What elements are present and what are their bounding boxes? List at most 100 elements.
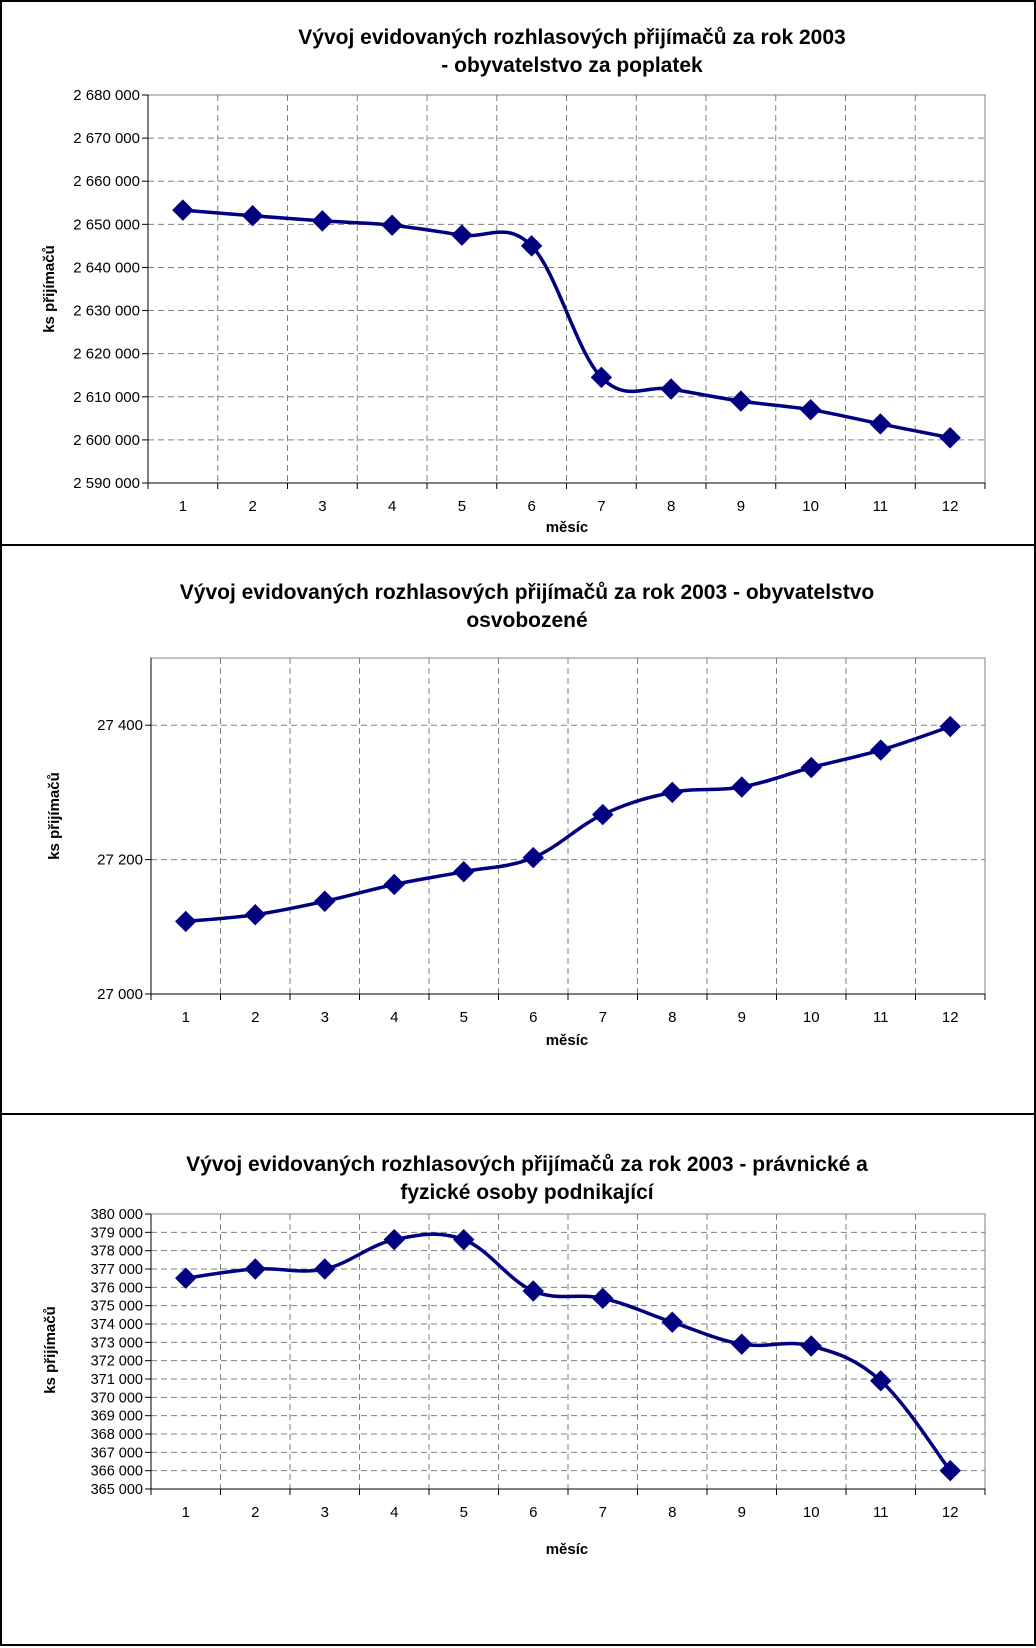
x-tick-label: 4 — [388, 498, 396, 515]
x-tick-label: 11 — [873, 498, 889, 515]
y-tick-label: 380 000 — [91, 1207, 143, 1223]
y-tick-labels: 380 000 379 000 378 000 377 000 376 000 375 0… — [91, 1207, 143, 1498]
y-tick-label: 377 000 — [91, 1262, 143, 1278]
data-point-marker — [451, 224, 473, 246]
series-markers — [175, 1228, 961, 1482]
data-point-marker — [800, 1335, 822, 1357]
data-point-marker — [939, 715, 961, 738]
y-tick-label: 2 660 000 — [73, 173, 140, 190]
x-tick-label: 9 — [738, 1504, 746, 1521]
data-point-marker — [520, 235, 543, 257]
chart-panel-3: Vývoj evidovaných rozhlasových přijímačů… — [0, 1113, 1036, 1646]
y-tick-labels: 27 400 27 200 27 000 — [97, 717, 143, 1003]
y-tick-label: 2 640 000 — [73, 259, 140, 276]
series-markers — [175, 715, 961, 933]
y-tick-label: 368 000 — [91, 1427, 143, 1443]
y-tick-label: 365 000 — [91, 1482, 143, 1498]
x-tick-label: 12 — [942, 1504, 959, 1521]
chart-2-svg: Vývoj evidovaných rozhlasových přijímačů… — [46, 581, 986, 1049]
x-tick-label: 1 — [179, 498, 187, 515]
y-tick-label: 369 000 — [91, 1409, 143, 1425]
y-tick-label: 374 000 — [91, 1317, 143, 1333]
data-point-marker — [383, 1228, 405, 1251]
y-tick-label: 371 000 — [91, 1372, 143, 1388]
data-point-marker — [522, 846, 544, 869]
x-tick-label: 11 — [873, 1504, 889, 1521]
y-tick-label: 2 670 000 — [73, 130, 140, 147]
y-tick-label: 2 600 000 — [73, 432, 140, 449]
x-axis-title: měsíc — [546, 1541, 589, 1558]
chart-title-line-1: Vývoj evidovaných rozhlasových přijímačů… — [298, 26, 845, 49]
grid-lines — [148, 94, 985, 483]
x-tick-label: 5 — [460, 1009, 468, 1026]
x-tick-label: 6 — [527, 498, 535, 515]
x-tick-label: 12 — [942, 498, 959, 515]
x-tick-labels: 1 2 3 4 5 6 7 8 9 10 11 12 — [182, 1504, 959, 1521]
y-tick-label: 27 200 — [97, 852, 143, 869]
chart-title-line-2: fyzické osoby podnikající — [400, 1181, 654, 1204]
x-tick-labels: 1 2 3 4 5 6 7 8 9 10 11 12 — [182, 1009, 959, 1026]
y-tick-label: 366 000 — [91, 1464, 143, 1480]
data-point-marker — [453, 1228, 475, 1251]
y-tick-label: 375 000 — [91, 1299, 143, 1315]
y-axis-title: ks přijímačů — [42, 1306, 59, 1394]
x-tick-label: 4 — [390, 1504, 398, 1521]
data-point-marker — [660, 378, 682, 400]
data-point-marker — [175, 1267, 197, 1289]
data-point-marker — [869, 413, 892, 435]
y-tick-label: 2 620 000 — [73, 346, 140, 363]
chart-title-line-1: Vývoj evidovaných rozhlasových přijímačů… — [186, 1153, 868, 1176]
x-tick-label: 1 — [182, 1504, 190, 1521]
data-point-marker — [244, 903, 266, 926]
data-point-marker — [383, 873, 405, 896]
data-point-marker — [314, 1258, 336, 1280]
grid-lines — [151, 1213, 985, 1489]
y-tick-labels: 2 680 000 2 670 000 2 660 000 2 650 000 2 64… — [73, 87, 140, 492]
x-tick-label: 3 — [321, 1009, 329, 1026]
chart-panel-1: Vývoj evidovaných rozhlasových přijímačů… — [0, 0, 1036, 546]
y-tick-label: 2 630 000 — [73, 303, 140, 320]
y-tick-label: 378 000 — [91, 1244, 143, 1260]
x-tick-label: 7 — [599, 1009, 607, 1026]
x-tick-label: 8 — [667, 498, 675, 515]
x-tick-label: 2 — [248, 498, 256, 515]
x-tick-label: 10 — [802, 498, 819, 515]
y-tick-label: 27 000 — [97, 986, 143, 1003]
data-point-marker — [453, 860, 475, 883]
x-tick-label: 9 — [737, 498, 745, 515]
x-tick-label: 12 — [942, 1009, 959, 1026]
data-point-marker — [175, 910, 197, 933]
x-tick-label: 7 — [599, 1504, 607, 1521]
x-tick-label: 2 — [251, 1009, 259, 1026]
x-tick-label: 6 — [529, 1504, 537, 1521]
chart-3-svg: Vývoj evidovaných rozhlasových přijímačů… — [42, 1153, 986, 1558]
x-tick-label: 2 — [251, 1504, 259, 1521]
data-point-marker — [730, 390, 752, 412]
x-tick-label: 1 — [182, 1009, 190, 1026]
data-point-marker — [799, 399, 822, 421]
data-point-marker — [661, 781, 683, 804]
series-markers — [172, 199, 961, 449]
axes — [145, 658, 986, 1000]
axes — [142, 94, 986, 489]
x-tick-label: 9 — [738, 1009, 746, 1026]
y-tick-label: 376 000 — [91, 1280, 143, 1296]
y-tick-label: 367 000 — [91, 1445, 143, 1461]
data-point-marker — [381, 214, 403, 236]
x-tick-label: 7 — [597, 498, 605, 515]
data-point-marker — [590, 366, 613, 389]
y-tick-label: 372 000 — [91, 1354, 143, 1370]
data-point-marker — [870, 1370, 892, 1392]
data-point-marker — [311, 210, 334, 232]
y-tick-label: 2 590 000 — [73, 475, 140, 492]
x-tick-label: 5 — [460, 1504, 468, 1521]
data-point-marker — [522, 1280, 544, 1302]
chart-title-line-2: osvobozené — [466, 609, 587, 632]
y-tick-label: 373 000 — [91, 1335, 143, 1351]
data-point-marker — [939, 1459, 961, 1482]
data-point-marker — [592, 803, 614, 826]
data-point-marker — [800, 756, 822, 779]
y-tick-label: 379 000 — [91, 1225, 143, 1241]
y-tick-label: 2 650 000 — [73, 216, 140, 233]
data-point-marker — [241, 205, 264, 227]
